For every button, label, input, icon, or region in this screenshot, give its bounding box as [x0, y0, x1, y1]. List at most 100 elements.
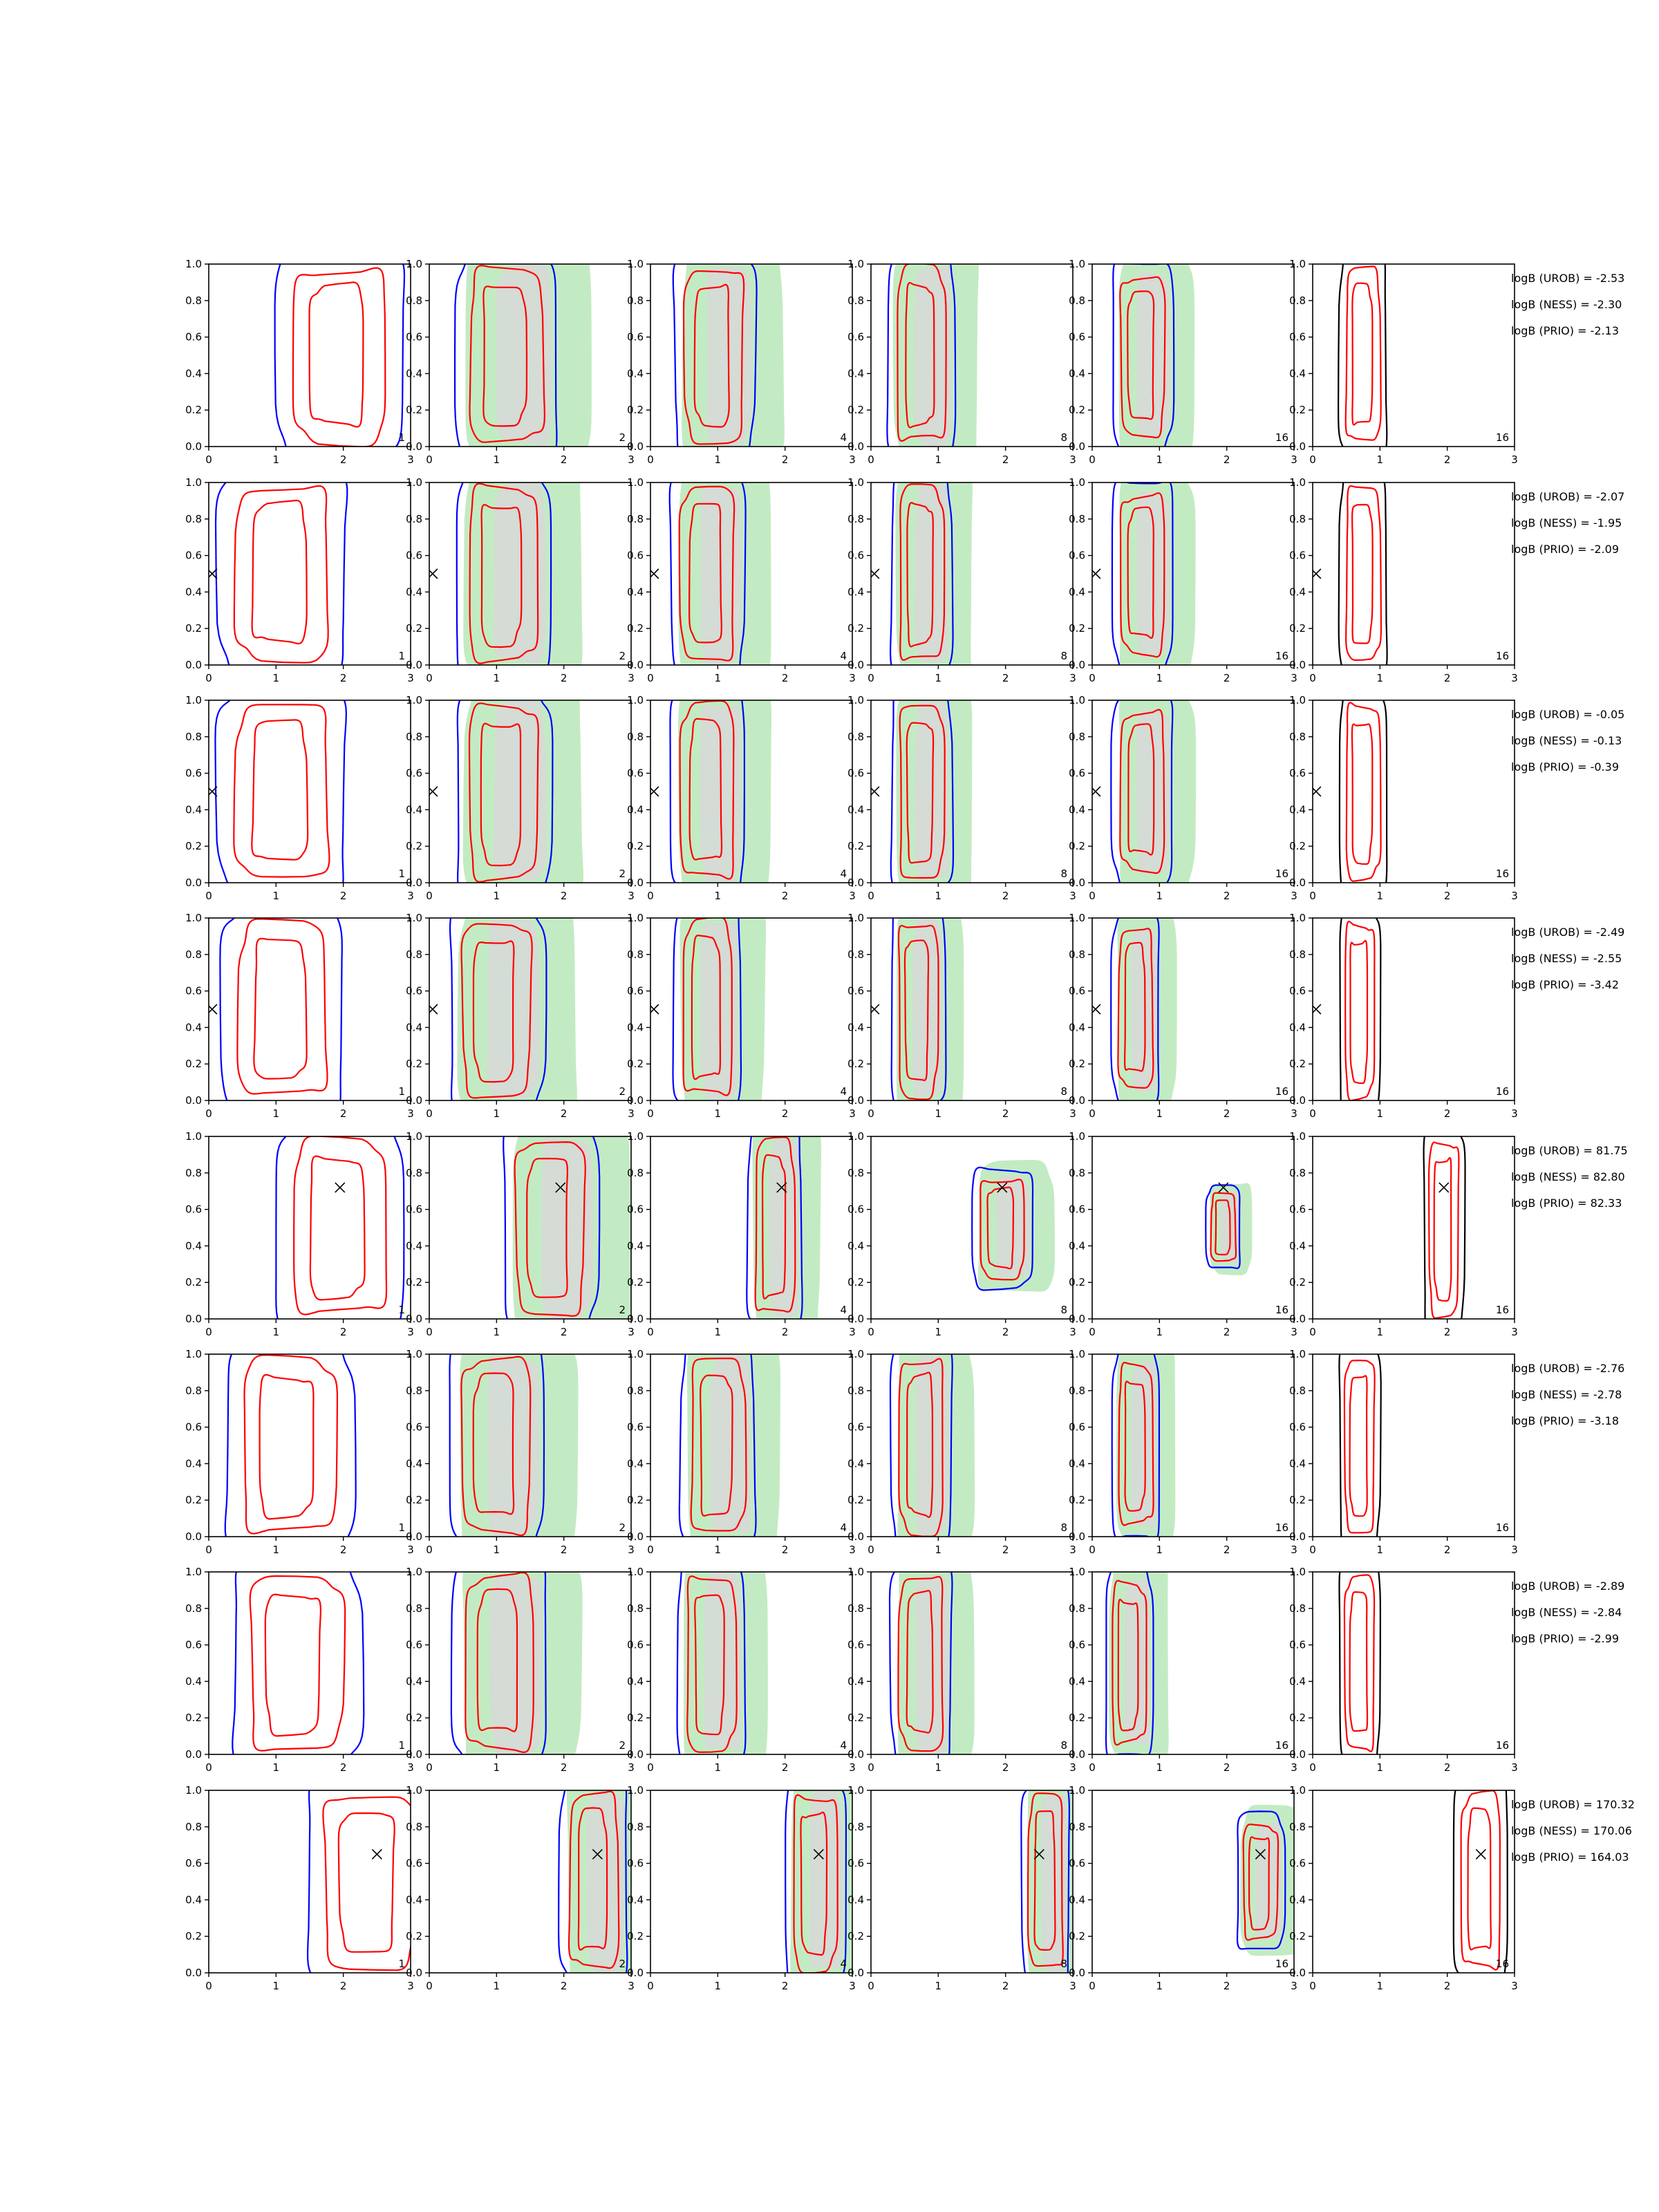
x-tick-label: 1 — [715, 1544, 722, 1556]
x-tick-label: 1 — [273, 890, 280, 902]
y-tick-label: 0.0 — [1289, 877, 1306, 889]
density-core — [915, 484, 949, 663]
panel-number: 4 — [840, 1958, 847, 1970]
x-tick-label: 3 — [628, 453, 635, 466]
x-tick-label: 0 — [205, 672, 212, 684]
y-tick-label: 1.0 — [406, 1348, 422, 1360]
x-tick-label: 2 — [340, 453, 347, 466]
axes-frame — [650, 1353, 853, 1537]
panel-number: 2 — [619, 1739, 626, 1752]
axes-frame — [1312, 700, 1515, 883]
true-value-marker — [1033, 1848, 1044, 1859]
contour-mid — [679, 700, 735, 880]
y-tick-label: 0.8 — [185, 1821, 202, 1833]
contour-outer — [668, 482, 747, 665]
contour-inner — [1351, 723, 1374, 865]
y-tick-label: 0.4 — [627, 585, 644, 598]
y-tick-label: 0.6 — [847, 1639, 864, 1651]
y-tick-label: 0.6 — [406, 1421, 422, 1434]
axes-frame — [650, 263, 853, 447]
y-tick-label: 0.8 — [406, 513, 422, 525]
y-tick-label: 0.4 — [847, 1893, 864, 1906]
panel-r7-c3: 0.00.20.40.60.81.00 1 2 34 — [627, 1566, 856, 1774]
y-tick-label: 0.0 — [406, 659, 422, 671]
y-tick-label: 0.2 — [847, 404, 864, 416]
y-tick-label: 0.6 — [627, 1203, 644, 1216]
y-tick-label: 0.6 — [1289, 550, 1306, 562]
y-tick-label: 0.4 — [1069, 1893, 1085, 1906]
y-tick-label: 0.0 — [1289, 440, 1306, 453]
y-tick-label: 1.0 — [185, 1348, 202, 1360]
x-tick-label: 2 — [1002, 1544, 1009, 1556]
x-tick-label: 1 — [1156, 672, 1163, 684]
y-tick-label: 0.2 — [1069, 622, 1085, 635]
logb-label: logB (UROB) = -0.05 — [1511, 708, 1624, 721]
panel-number: 16 — [1275, 650, 1288, 662]
contour-outer — [971, 1166, 1034, 1291]
y-tick-label: 0.0 — [1289, 1094, 1306, 1107]
x-tick-label: 0 — [868, 672, 874, 684]
contour-inner — [906, 502, 934, 648]
y-tick-label: 0.4 — [1069, 1675, 1085, 1687]
contour-mid — [754, 1136, 796, 1313]
y-tick-label: 0.8 — [406, 1821, 422, 1833]
x-tick-label: 1 — [1377, 1544, 1384, 1556]
x-tick-label: 2 — [1444, 1761, 1451, 1774]
contour-mid — [899, 704, 946, 879]
contour-outer — [672, 264, 758, 447]
y-tick-label: 0.2 — [185, 404, 202, 416]
panel-number: 16 — [1275, 1304, 1288, 1316]
panel-r6-c2: 0.00.20.40.60.81.00 1 2 32 — [406, 1348, 635, 1556]
axes-frame — [1091, 1571, 1295, 1755]
x-tick-label: 1 — [494, 1107, 500, 1120]
y-tick-label: 0.4 — [847, 1021, 864, 1033]
y-tick-label: 0.0 — [1289, 1748, 1306, 1761]
contour-mid — [1343, 1359, 1376, 1534]
axes-frame — [208, 1571, 411, 1755]
y-tick-label: 0.4 — [185, 1021, 202, 1033]
contour-outer — [453, 264, 558, 447]
panel-number: 8 — [1060, 1521, 1067, 1534]
x-tick-label: 2 — [782, 890, 789, 902]
panel-r5-c1: 0.00.20.40.60.81.00 1 2 31 — [185, 1130, 414, 1338]
panel-number: 16 — [1496, 868, 1509, 880]
y-tick-label: 1.0 — [406, 1566, 422, 1578]
axes-frame — [650, 700, 853, 883]
x-tick-label: 0 — [205, 1107, 212, 1120]
y-tick-label: 0.4 — [847, 1239, 864, 1252]
y-tick-label: 1.0 — [627, 1348, 644, 1360]
contour-outer — [669, 700, 745, 883]
x-tick-label: 1 — [273, 1544, 280, 1556]
y-tick-label: 1.0 — [847, 258, 864, 270]
y-tick-label: 1.0 — [1069, 1784, 1085, 1797]
contour-outer — [672, 918, 742, 1100]
y-tick-label: 0.0 — [185, 1313, 202, 1325]
density-core — [700, 922, 738, 1100]
contour-inner — [688, 718, 723, 861]
panel-r8-c3: 0.00.20.40.60.81.00 1 2 34 — [627, 1784, 856, 1992]
x-tick-label: 2 — [561, 1761, 568, 1774]
contour-inner — [1127, 290, 1155, 420]
y-tick-label: 0.8 — [185, 294, 202, 307]
panel-r5-c5: 0.00.20.40.60.81.00 1 2 316 — [1069, 1130, 1297, 1338]
contour-mid — [236, 918, 328, 1095]
y-tick-label: 0.0 — [185, 1748, 202, 1761]
axes-frame — [429, 1790, 632, 1974]
x-tick-label: 0 — [868, 1326, 874, 1338]
y-tick-label: 0.4 — [406, 803, 422, 816]
y-tick-label: 0.2 — [406, 1494, 422, 1506]
y-tick-label: 0.8 — [627, 294, 644, 307]
contour-inner — [1124, 1380, 1146, 1512]
axes-frame — [650, 917, 853, 1101]
panel-r2-c5: 0.00.20.40.60.81.00 1 2 316 — [1069, 476, 1297, 684]
x-tick-label: 1 — [494, 1326, 500, 1338]
y-tick-label: 1.0 — [627, 1566, 644, 1578]
y-tick-label: 0.8 — [1069, 948, 1085, 961]
y-tick-label: 1.0 — [406, 1130, 422, 1143]
x-tick-label: 3 — [1069, 1980, 1076, 1992]
y-tick-label: 1.0 — [406, 258, 422, 270]
x-tick-label: 0 — [205, 1544, 212, 1556]
x-tick-label: 3 — [1291, 1107, 1297, 1120]
x-tick-label: 2 — [561, 1544, 568, 1556]
density-core — [496, 264, 552, 447]
